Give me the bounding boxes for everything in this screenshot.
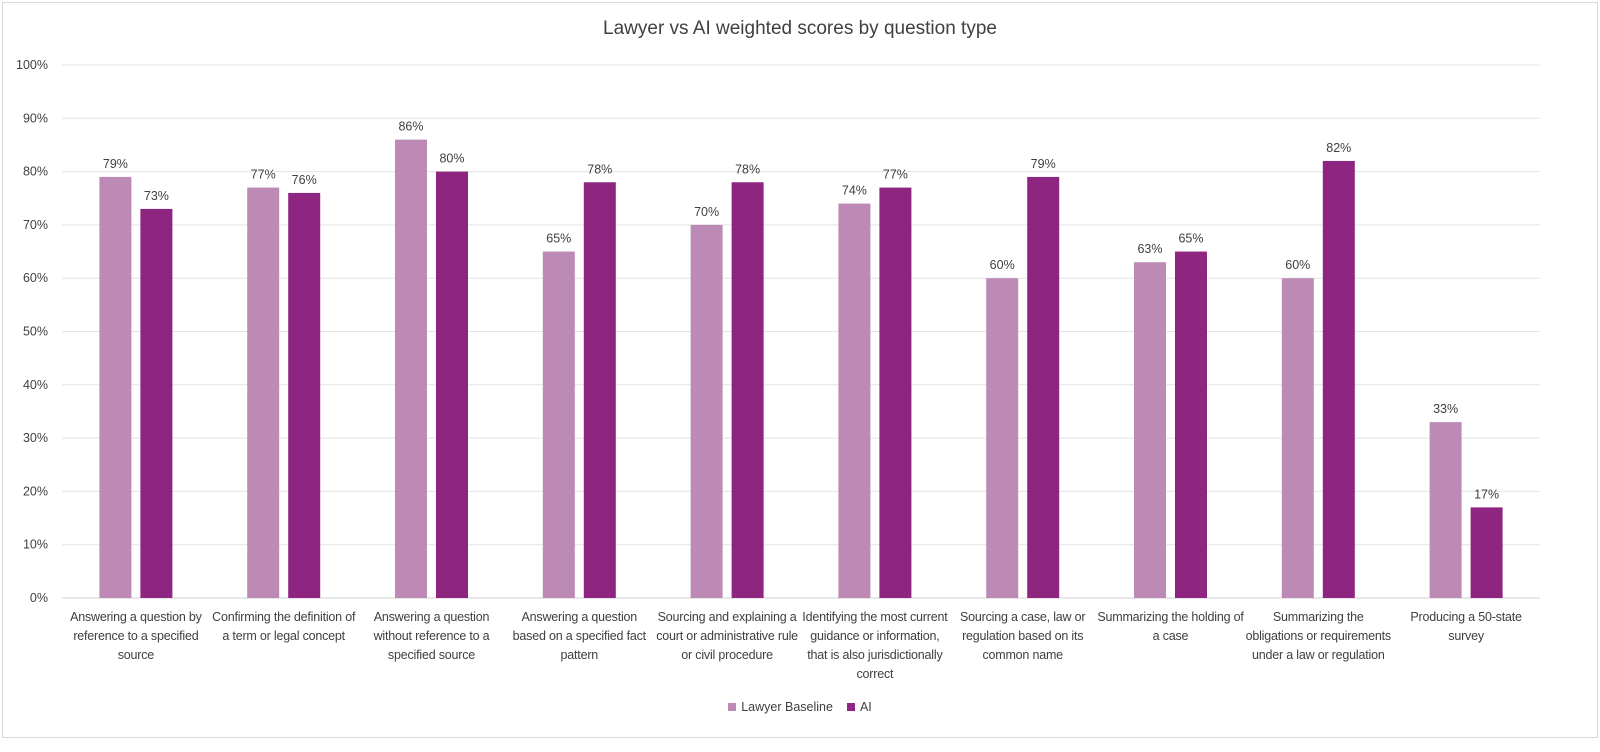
y-tick-label: 70% bbox=[23, 218, 48, 232]
legend: Lawyer Baseline AI bbox=[0, 700, 1600, 714]
data-label: 60% bbox=[990, 258, 1015, 272]
legend-swatch-lawyer bbox=[728, 703, 737, 711]
bar-ai bbox=[1175, 251, 1207, 599]
y-tick-label: 40% bbox=[23, 378, 48, 392]
bar-ai bbox=[731, 182, 764, 598]
data-label: 76% bbox=[292, 173, 317, 187]
data-label: 80% bbox=[439, 152, 464, 166]
bar-ai bbox=[1027, 176, 1060, 598]
chart-frame bbox=[2, 2, 1598, 738]
x-tick-label: Sourcing a case, law or regulation based… bbox=[960, 610, 1086, 662]
chart-title: Lawyer vs AI weighted scores by question… bbox=[603, 18, 997, 39]
x-tick-label: Confirming the definition of a term or l… bbox=[212, 610, 356, 643]
data-label: 78% bbox=[735, 162, 760, 176]
data-label: 74% bbox=[842, 184, 867, 198]
y-tick-label: 20% bbox=[23, 484, 48, 498]
data-label: 79% bbox=[103, 157, 128, 171]
data-label: 77% bbox=[883, 168, 908, 182]
y-tick-label: 0% bbox=[30, 591, 48, 605]
bar-ai bbox=[288, 192, 321, 599]
y-tick-label: 90% bbox=[23, 111, 48, 125]
data-label: 17% bbox=[1474, 487, 1499, 501]
bar-ai bbox=[140, 208, 173, 598]
x-tick-label: Answering a question by reference to a s… bbox=[70, 610, 202, 662]
x-tick-label: Summarizing the holding of a case bbox=[1097, 610, 1244, 643]
x-tick-label: Identifying the most current guidance or… bbox=[802, 610, 948, 681]
data-label: 33% bbox=[1433, 402, 1458, 416]
y-tick-label: 100% bbox=[16, 58, 48, 72]
data-label: 65% bbox=[1178, 232, 1203, 246]
bar-ai bbox=[879, 187, 912, 598]
x-tick-label: Answering a question based on a specifie… bbox=[512, 610, 646, 662]
y-tick-label: 60% bbox=[23, 271, 48, 285]
bar-ai bbox=[583, 182, 616, 598]
data-label: 77% bbox=[251, 168, 276, 182]
data-label: 73% bbox=[144, 189, 169, 203]
bar-ai bbox=[1470, 507, 1503, 598]
y-tick-label: 30% bbox=[23, 431, 48, 445]
legend-item-ai: AI bbox=[846, 700, 872, 714]
bar-lawyer bbox=[395, 139, 427, 598]
bar-lawyer bbox=[690, 224, 723, 598]
bar-ai bbox=[1322, 160, 1355, 598]
data-label: 82% bbox=[1326, 141, 1351, 155]
data-label: 78% bbox=[587, 162, 612, 176]
x-tick-label: Answering a question without reference t… bbox=[373, 610, 490, 662]
legend-label-ai: AI bbox=[859, 700, 872, 714]
bar-ai bbox=[436, 171, 468, 598]
data-label: 60% bbox=[1285, 258, 1310, 272]
data-label: 63% bbox=[1137, 242, 1162, 256]
bar-lawyer bbox=[838, 203, 871, 598]
data-label: 79% bbox=[1031, 157, 1056, 171]
data-label: 65% bbox=[546, 232, 571, 246]
x-tick-label: Sourcing and explaining a court or admin… bbox=[656, 610, 798, 662]
bar-lawyer bbox=[1281, 278, 1314, 598]
bar-lawyer bbox=[542, 251, 575, 599]
x-tick-label: Summarizing the obligations or requireme… bbox=[1245, 610, 1392, 662]
y-tick-label: 10% bbox=[23, 538, 48, 552]
data-label: 86% bbox=[398, 120, 423, 134]
bar-lawyer bbox=[986, 278, 1019, 598]
legend-item-lawyer: Lawyer Baseline bbox=[728, 700, 833, 714]
legend-label-lawyer: Lawyer Baseline bbox=[741, 700, 833, 714]
bar-lawyer bbox=[99, 176, 132, 598]
x-tick-label: Producing a 50-state survey bbox=[1410, 610, 1522, 643]
y-tick-label: 80% bbox=[23, 165, 48, 179]
y-tick-label: 50% bbox=[23, 325, 48, 339]
bar-lawyer bbox=[247, 187, 280, 598]
bar-lawyer bbox=[1134, 262, 1166, 598]
legend-swatch-ai bbox=[846, 703, 855, 711]
bar-lawyer bbox=[1429, 422, 1462, 598]
data-label: 70% bbox=[694, 205, 719, 219]
